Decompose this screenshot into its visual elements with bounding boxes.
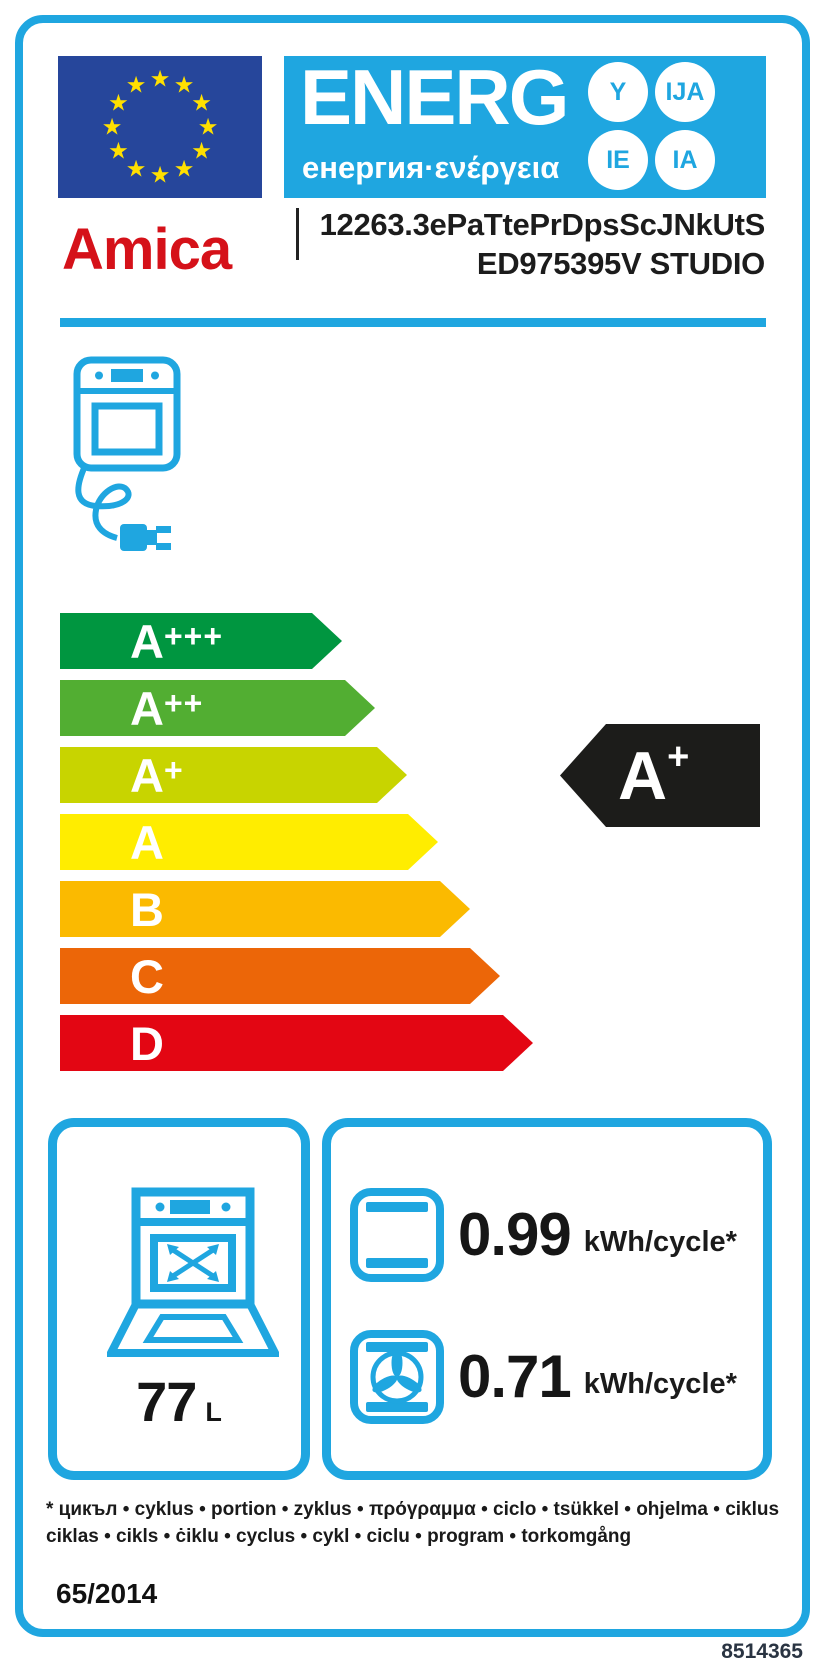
document-serial-number: 8514365 (721, 1640, 803, 1663)
electric-oven-plug-icon (73, 356, 181, 551)
eu-flag-star: ★ (125, 155, 147, 182)
energ-title: ENERG (300, 53, 569, 141)
indicator-plus: + (667, 736, 690, 778)
eu-flag-star: ★ (173, 71, 195, 98)
eu-flag-star: ★ (191, 89, 212, 116)
cycle-footnote: * цикъл • cyklus • portion • zyklus • πρ… (46, 1496, 791, 1550)
rating-letter: A (130, 681, 164, 735)
conventional-value: 0.99 (458, 1201, 572, 1268)
rating-plus: +++ (163, 617, 224, 654)
rating-arrow-a-plus-plus: A ++ (60, 680, 375, 736)
footnote-line-2: ciklas • cikls • ċiklu • cyclus • cykl •… (46, 1526, 632, 1547)
model-cursor-bar (296, 208, 299, 260)
language-badge: IA (655, 130, 715, 190)
header-divider (60, 318, 766, 327)
rating-letter: C (130, 949, 164, 1003)
regulation-number: 65/2014 (56, 1578, 158, 1609)
brand-logo: Amica (62, 217, 232, 282)
rating-letter: B (130, 882, 164, 936)
energ-subtitle: енергия·ενέργεια (302, 150, 560, 185)
eu-flag-star: ★ (149, 161, 171, 188)
footnote-line-1: * цикъл • cyklus • portion • zyklus • πρ… (46, 1499, 780, 1520)
eu-flag-star: ★ (125, 71, 147, 98)
class-indicator-arrow: A + (560, 724, 760, 827)
conventional-consumption-row: 0.99 kWh/cycle* (349, 1185, 763, 1285)
rating-arrow-b: B (60, 881, 470, 937)
indicator-letter: A (618, 737, 668, 814)
eu-flag-star: ★ (108, 89, 129, 116)
model-number: 12263.3ePaTtePrDpsScJNkUtS (319, 207, 766, 242)
fan-heating-icon (350, 1330, 444, 1424)
eu-flag: ★ ★ ★ ★ ★ ★ ★ ★ ★ ★ ★ ★ (58, 56, 262, 198)
volume-value: 77 (136, 1370, 197, 1433)
eu-flag-star: ★ (108, 137, 129, 164)
label-outer-border (15, 15, 810, 1637)
rating-letter: A (130, 614, 164, 668)
model-info: 12263.3ePaTtePrDpsScJNkUtS ED975395V STU… (319, 205, 766, 283)
eu-flag-star: ★ (149, 65, 171, 92)
eu-flag-star: ★ (101, 113, 123, 140)
rating-arrow-d: D (60, 1015, 533, 1071)
conventional-unit: kWh/cycle* (583, 1225, 737, 1258)
rating-plus: + (163, 751, 184, 788)
volume-unit: L (205, 1397, 222, 1427)
rating-arrow-a-plus-plus-plus: A +++ (60, 613, 342, 669)
language-badge: Y (588, 62, 648, 122)
oven-volume-icon (107, 1187, 279, 1357)
conventional-heating-icon (350, 1188, 444, 1282)
eu-flag-star: ★ (197, 113, 219, 140)
volume-value-row: 77 L (57, 1369, 301, 1434)
eu-flag-star: ★ (191, 137, 212, 164)
model-name: ED975395V STUDIO (476, 246, 765, 281)
fan-consumption-row: 0.71 kWh/cycle* (349, 1327, 763, 1427)
energ-banner: ENERG енергия·ενέργεια Y IJA IE IA (284, 53, 766, 198)
fan-unit: kWh/cycle* (583, 1367, 737, 1400)
rating-arrow-c: C (60, 948, 500, 1004)
rating-plus: ++ (163, 684, 204, 721)
eu-flag-star: ★ (173, 155, 195, 182)
rating-arrow-a-plus: A + (60, 747, 407, 803)
language-badge: IJA (655, 62, 715, 122)
fan-value: 0.71 (458, 1343, 572, 1410)
rating-letter: D (130, 1016, 164, 1070)
energy-consumption-box: 0.99 kWh/cycle* 0.71 kWh/cycle* (322, 1118, 772, 1480)
rating-arrow-a: A (60, 814, 438, 870)
rating-letter: A (130, 815, 164, 869)
language-badge: IE (588, 130, 648, 190)
volume-box: 77 L (48, 1118, 310, 1480)
rating-letter: A (130, 748, 164, 802)
